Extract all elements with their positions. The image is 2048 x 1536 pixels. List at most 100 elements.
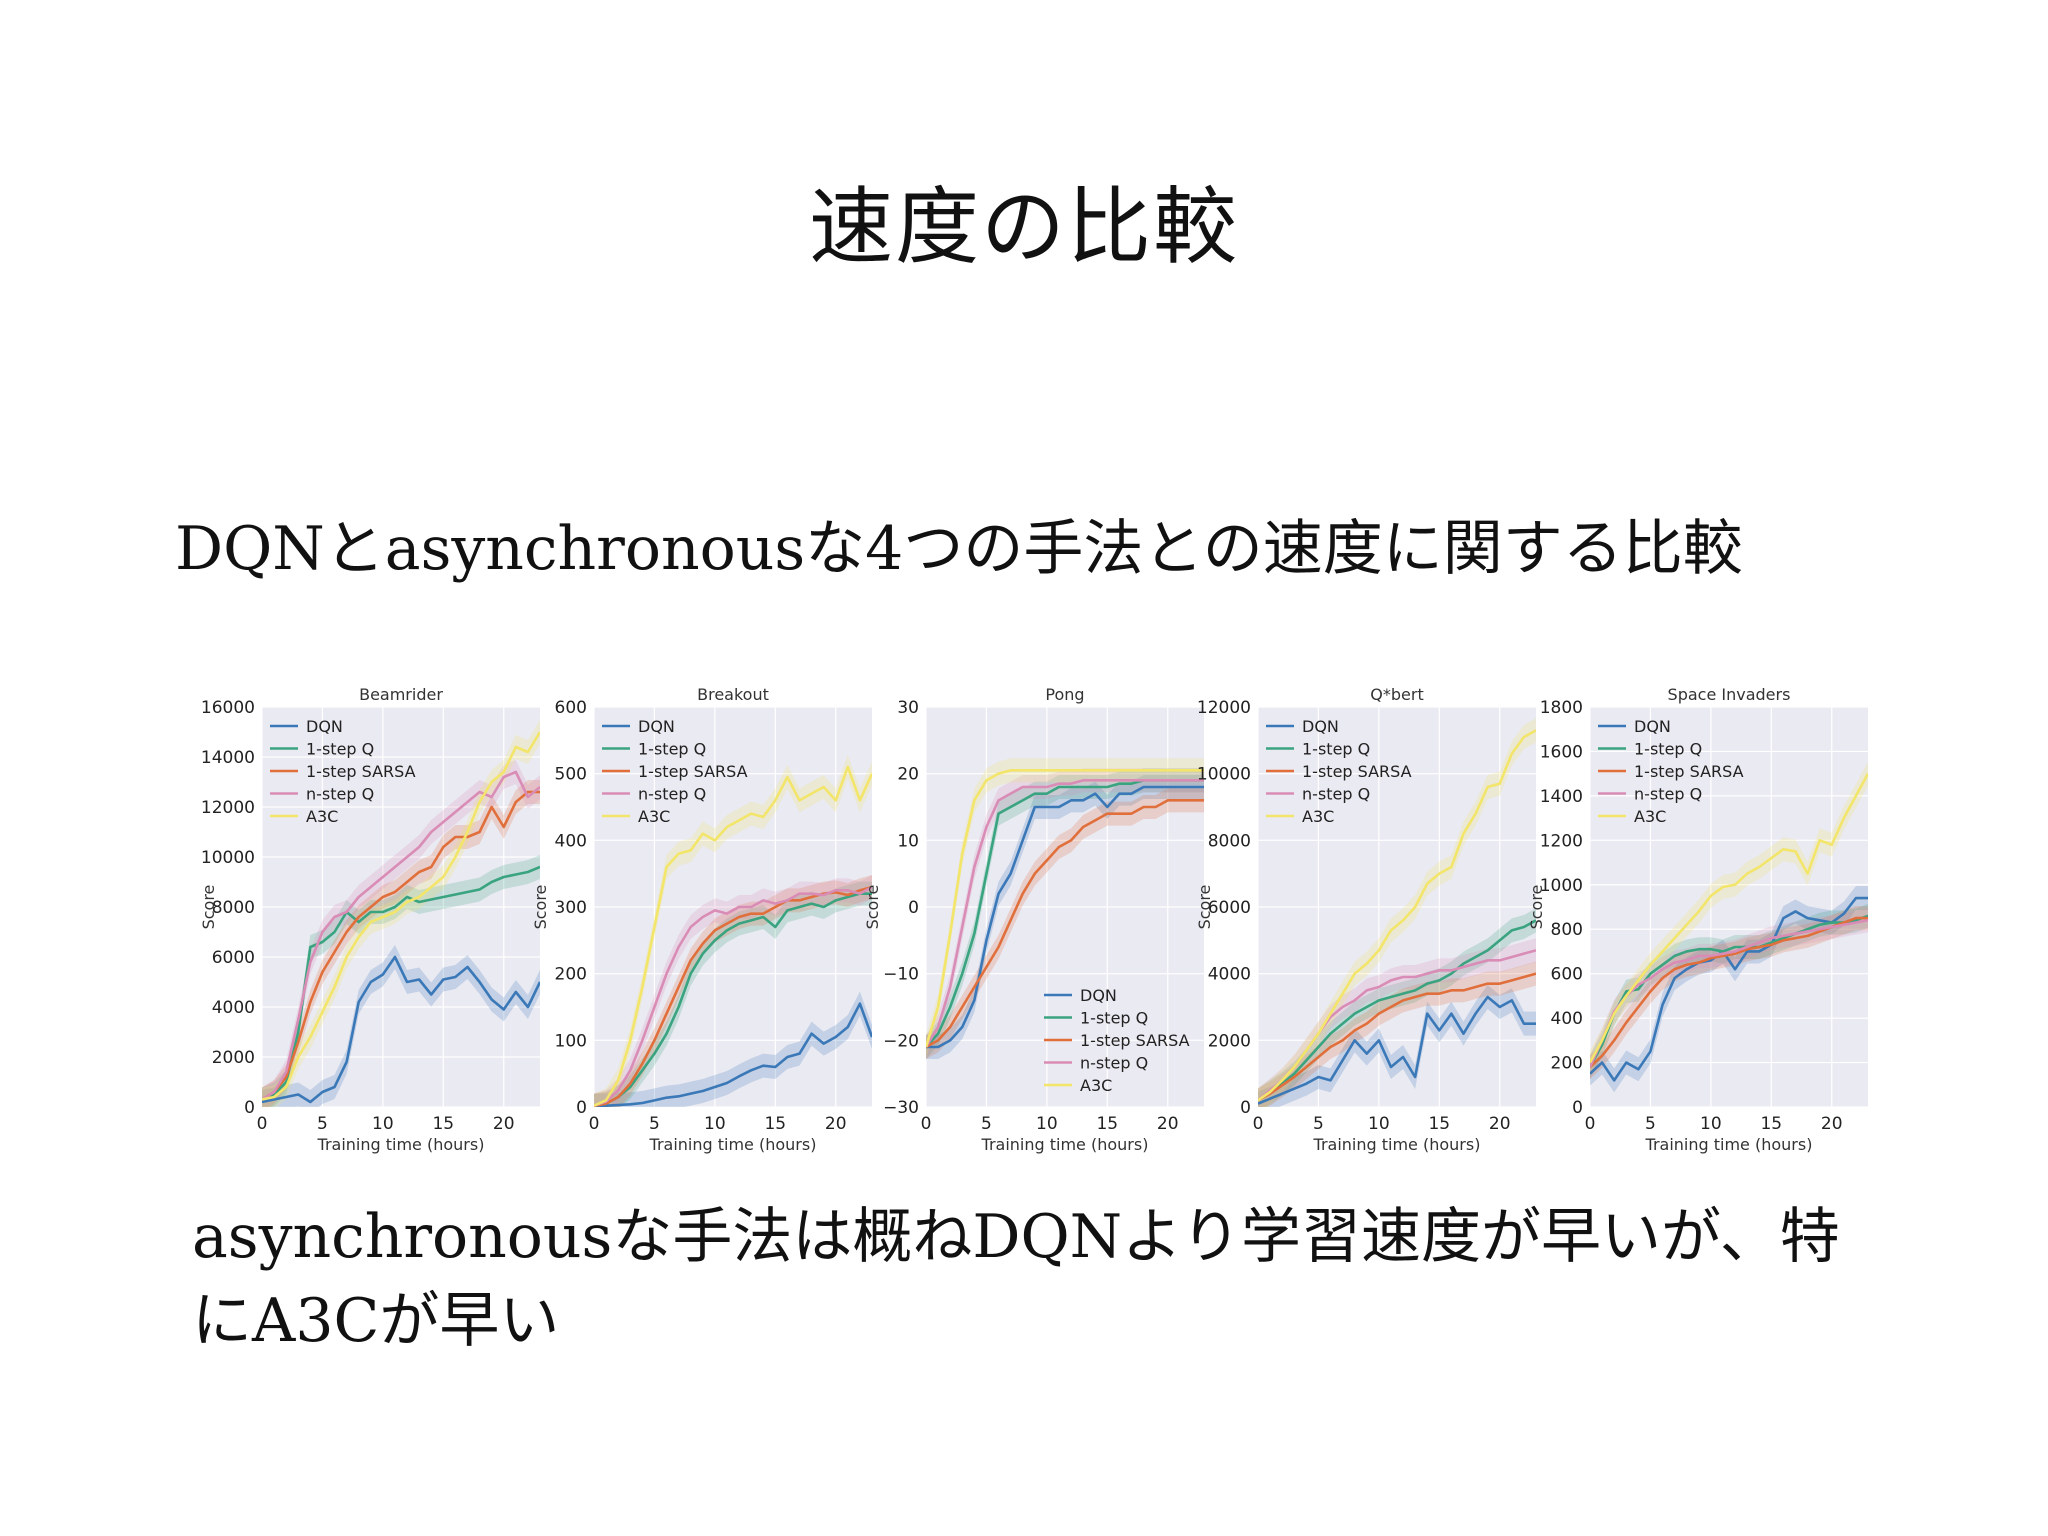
series-line-1-step-sarsa (1258, 972, 1536, 1102)
x-tick-label: 0 (257, 1114, 268, 1134)
x-tick-label: 15 (1760, 1114, 1782, 1134)
chart-beamrider: 0 2000 4000 6000 8000 10000 12000 14000 16000 0 5 1… (199, 685, 540, 1154)
series-line-1-step-sarsa (262, 790, 540, 1101)
y-tick-label: 1400 (1540, 787, 1583, 807)
legend-label-n-step-q: n-step Q (638, 785, 706, 804)
x-tick-label: 5 (981, 1114, 992, 1134)
legend-label-a3c: A3C (306, 807, 338, 826)
chart-title: Breakout (697, 685, 769, 704)
x-tick-label: 15 (1428, 1114, 1450, 1134)
series-band-dqn (1590, 886, 1868, 1093)
chart-legend: DQN 1-step Q 1-step SARSA n-step Q A3C (1266, 717, 1412, 826)
series-line-a3c (926, 769, 1204, 1048)
y-tick-label: 12000 (1197, 698, 1251, 718)
series-band-1-step-q (1258, 908, 1536, 1107)
x-tick-label: 0 (1253, 1114, 1264, 1134)
series-band-n-step-q (1258, 938, 1536, 1107)
series-band-a3c (262, 720, 540, 1107)
x-tick-label: 15 (764, 1114, 786, 1134)
plot-area (1590, 707, 1868, 1107)
series-band-dqn (262, 945, 540, 1107)
legend-label-dqn: DQN (1302, 717, 1339, 736)
y-tick-label: 1600 (1540, 742, 1583, 762)
series-band-1-step-sarsa (1258, 961, 1536, 1107)
series-line-n-step-q (926, 779, 1204, 1048)
x-tick-label: 5 (317, 1114, 328, 1134)
y-tick-label: 0 (576, 1098, 587, 1118)
chart-title: Beamrider (359, 685, 443, 704)
x-tick-label: 10 (1700, 1114, 1722, 1134)
y-tick-label: 300 (555, 898, 587, 918)
legend-label-n-step-q: n-step Q (1634, 785, 1702, 804)
x-tick-label: 20 (1821, 1114, 1843, 1134)
legend-label-1-step-sarsa: 1-step SARSA (1302, 762, 1412, 781)
y-tick-label: 12000 (201, 798, 255, 818)
y-tick-label: 0 (244, 1098, 255, 1118)
y-tick-label: 0 (1572, 1098, 1583, 1118)
y-tick-label: 0 (1240, 1098, 1251, 1118)
y-axis-label: Score (531, 885, 550, 930)
y-tick-label: 200 (555, 965, 587, 985)
legend-label-a3c: A3C (1302, 807, 1334, 826)
y-tick-label: 8000 (212, 898, 255, 918)
legend-label-1-step-q: 1-step Q (1634, 740, 1702, 759)
series-band-n-step-q (262, 760, 540, 1107)
series-band-a3c (1258, 718, 1536, 1107)
y-tick-label: −10 (883, 965, 919, 985)
y-tick-label: 20 (897, 765, 919, 785)
y-tick-label: 4000 (1208, 965, 1251, 985)
legend-label-a3c: A3C (638, 807, 670, 826)
y-tick-label: −20 (883, 1031, 919, 1051)
y-tick-label: 14000 (201, 748, 255, 768)
series-line-1-step-q (262, 865, 540, 1101)
legend-label-1-step-q: 1-step Q (1302, 740, 1370, 759)
series-band-1-step-sarsa (262, 780, 540, 1107)
series-line-dqn (594, 1002, 872, 1107)
y-tick-label: 500 (555, 765, 587, 785)
x-axis-label: Training time (hours) (317, 1135, 485, 1154)
series-line-n-step-q (1590, 919, 1868, 1068)
chart-legend: DQN 1-step Q 1-step SARSA n-step Q A3C (270, 717, 416, 826)
x-tick-label: 5 (649, 1114, 660, 1134)
legend-label-1-step-q: 1-step Q (638, 740, 706, 759)
x-axis-label: Training time (hours) (981, 1135, 1149, 1154)
y-tick-label: 1800 (1540, 698, 1583, 718)
x-tick-label: 0 (1585, 1114, 1596, 1134)
legend-label-a3c: A3C (1634, 807, 1666, 826)
series-band-1-step-sarsa (1590, 906, 1868, 1079)
legend-label-n-step-q: n-step Q (1080, 1054, 1148, 1073)
x-tick-label: 20 (825, 1114, 847, 1134)
y-tick-label: 16000 (201, 698, 255, 718)
series-line-n-step-q (594, 885, 872, 1107)
y-tick-label: 600 (555, 698, 587, 718)
conclusion-line-2: にA3Cが早い (192, 1286, 560, 1356)
legend-label-1-step-sarsa: 1-step SARSA (1080, 1031, 1190, 1050)
x-tick-label: 5 (1313, 1114, 1324, 1134)
legend-label-1-step-sarsa: 1-step SARSA (306, 762, 416, 781)
x-tick-label: 5 (1645, 1114, 1656, 1134)
series-line-n-step-q (262, 770, 540, 1101)
series-line-a3c (1258, 729, 1536, 1102)
legend-label-dqn: DQN (638, 717, 675, 736)
x-tick-label: 15 (1096, 1114, 1118, 1134)
series-line-1-step-sarsa (1590, 916, 1868, 1068)
y-tick-label: −30 (883, 1098, 919, 1118)
legend-label-1-step-sarsa: 1-step SARSA (1634, 762, 1744, 781)
chart-space-invaders: 0 200 400 600 800 1000 1200 1400 1600 1800 0 5 10 15 2… (1527, 685, 1868, 1154)
series-line-1-step-q (594, 892, 872, 1107)
series-line-dqn (926, 785, 1204, 1049)
series-line-dqn (1258, 995, 1536, 1105)
x-tick-label: 10 (372, 1114, 394, 1134)
x-tick-label: 0 (921, 1114, 932, 1134)
y-tick-label: 6000 (1208, 898, 1251, 918)
y-tick-label: 30 (897, 698, 919, 718)
chart-legend: DQN 1-step Q 1-step SARSA n-step Q A3C (602, 717, 748, 826)
legend-label-dqn: DQN (306, 717, 343, 736)
y-tick-label: 200 (1551, 1054, 1583, 1074)
legend-label-a3c: A3C (1080, 1076, 1112, 1095)
y-axis-label: Score (1195, 885, 1214, 930)
conclusion-text: asynchronousな手法は概ねDQNより学習速度が早いが、特 にA3Cが早… (192, 1195, 1912, 1363)
y-tick-label: 400 (1551, 1009, 1583, 1029)
y-tick-label: 400 (555, 831, 587, 851)
y-tick-label: 10000 (201, 848, 255, 868)
